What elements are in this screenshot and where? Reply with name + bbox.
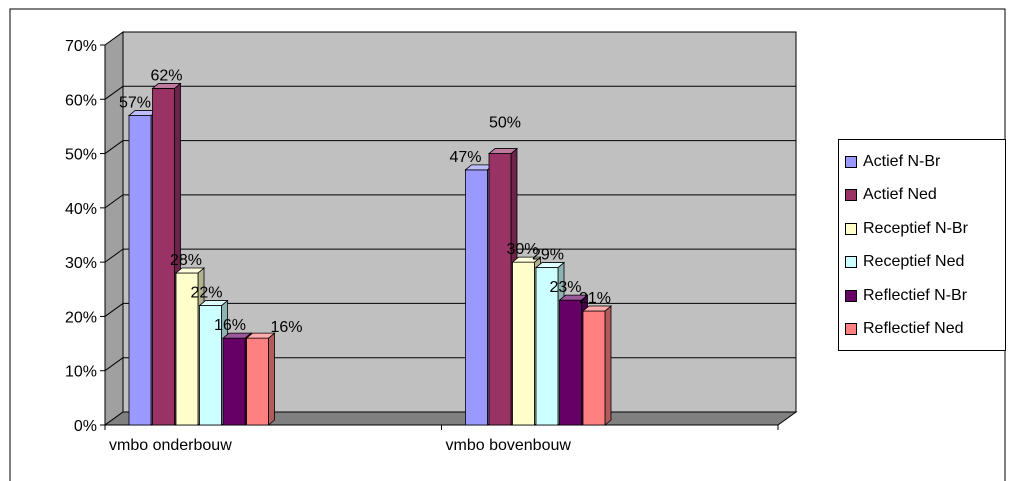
bar-top	[558, 294, 589, 301]
gridline-side	[104, 140, 124, 154]
y-tick-label: 50%	[65, 147, 97, 164]
legend-swatch	[845, 256, 857, 269]
bar-top	[151, 83, 182, 89]
bar-side	[604, 305, 612, 426]
legend-label: Actief N-Br	[863, 152, 941, 170]
legend: Actief N-Br Actief Ned Receptief N-Br Recep…	[838, 139, 1006, 351]
legend-swatch	[845, 323, 857, 336]
bar-top	[487, 148, 519, 154]
legend-label: Receptief Ned	[863, 253, 965, 271]
y-tick-label: 40%	[65, 201, 97, 218]
y-tick-label: 30%	[65, 255, 97, 272]
bar-side	[268, 332, 275, 426]
bar-reflectief-ned-1	[245, 332, 276, 426]
side-wall	[104, 31, 124, 426]
bar-front	[488, 153, 512, 426]
legend-item: Reflectief N-Br	[845, 279, 1005, 313]
y-tick-label: 10%	[65, 364, 97, 381]
gridline-side	[104, 357, 124, 372]
bar-top	[245, 332, 276, 339]
gridline-side	[104, 194, 124, 209]
bar-front	[582, 310, 606, 426]
legend-swatch	[845, 155, 857, 168]
x-tick-label: vmbo bovenbouw	[446, 437, 572, 454]
data-label: 30%	[507, 241, 539, 258]
legend-swatch	[845, 222, 857, 235]
gridline-side	[104, 303, 124, 317]
bar-front	[128, 115, 152, 426]
data-label: 16%	[214, 317, 246, 334]
y-tick-label: 60%	[65, 92, 97, 109]
legend-label: Actief Ned	[863, 186, 937, 204]
bar-top	[198, 300, 229, 306]
legend-swatch	[845, 289, 857, 302]
y-tick-label: 70%	[65, 38, 97, 55]
data-label: 62%	[151, 67, 183, 84]
legend-label: Reflectief N-Br	[863, 286, 968, 304]
legend-label: Reflectief Ned	[863, 320, 964, 338]
data-label: 21%	[579, 290, 611, 307]
bar-reflectief-ned-2	[581, 305, 613, 426]
legend-item: Reflectief Ned	[845, 313, 1005, 347]
legend-swatch	[845, 189, 857, 202]
bar-top	[174, 267, 206, 274]
data-label: 22%	[191, 285, 223, 302]
bar-front	[222, 337, 246, 426]
bar-top	[221, 332, 253, 339]
bar-front	[512, 261, 535, 426]
bar-front	[246, 337, 269, 426]
legend-label: Receptief N-Br	[863, 219, 968, 237]
gridline-side	[104, 248, 124, 263]
legend-item: Actief Ned	[845, 179, 1005, 213]
gridline-side	[104, 85, 124, 100]
bar-front	[465, 169, 488, 426]
x-tick-label: vmbo onderbouw	[109, 437, 232, 454]
data-label: 47%	[450, 149, 482, 166]
legend-item: Receptief Ned	[845, 246, 1005, 280]
data-label: 23%	[550, 279, 582, 296]
bar-top	[534, 262, 566, 268]
data-label: 57%	[119, 95, 151, 112]
legend-item: Actief N-Br	[845, 145, 1005, 179]
bar-front	[559, 299, 582, 426]
data-label: 50%	[489, 115, 521, 132]
data-label: 28%	[170, 252, 202, 269]
data-label: 29%	[532, 247, 564, 264]
bar-top	[581, 305, 613, 312]
legend-item: Receptief N-Br	[845, 212, 1005, 246]
bar-top	[511, 256, 542, 263]
y-tick-label: 0%	[74, 418, 97, 435]
y-tick-label: 20%	[65, 309, 97, 326]
data-label: 16%	[271, 319, 303, 336]
